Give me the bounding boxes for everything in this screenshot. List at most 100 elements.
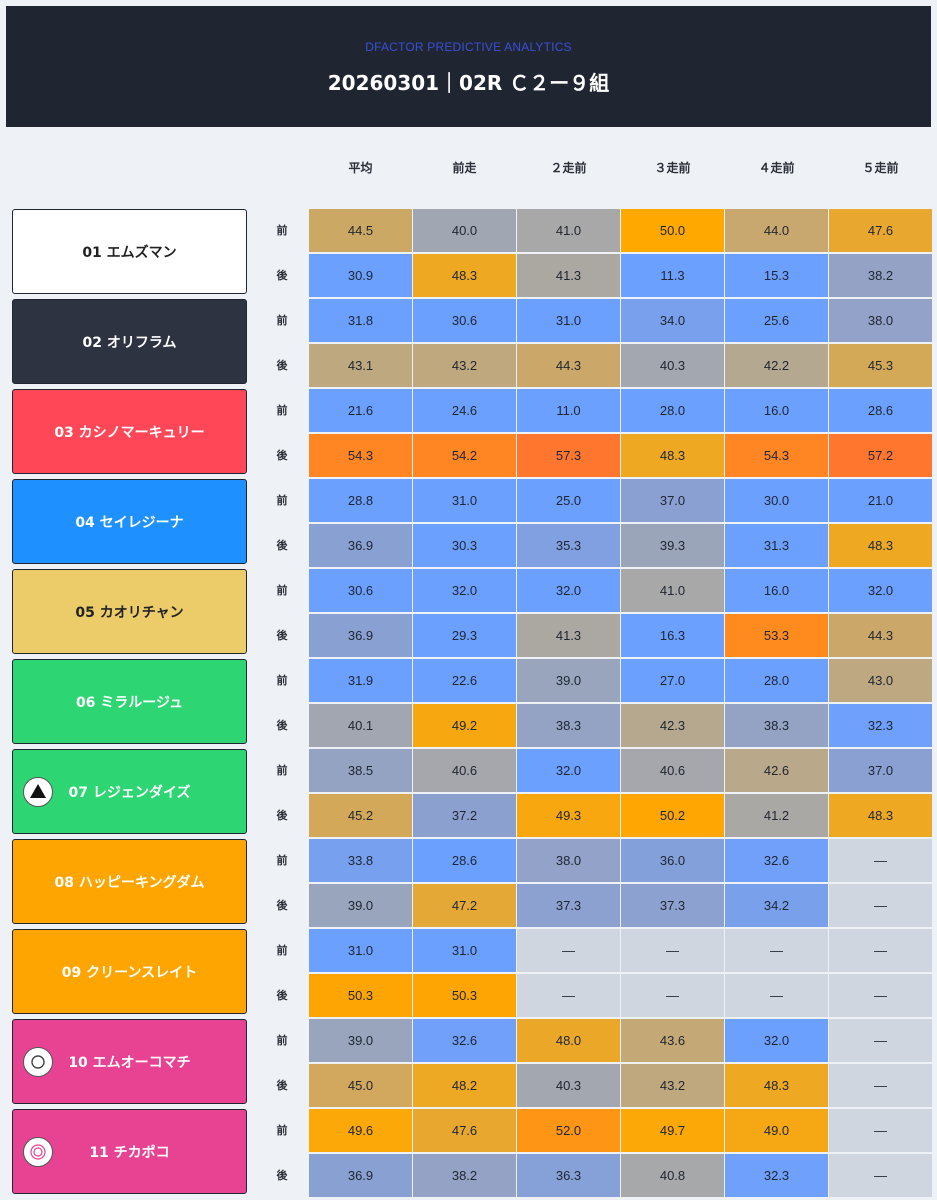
front-row-label: 前 [276,1034,288,1047]
score-cell: 40.3 [621,344,724,387]
score-cell: 15.3 [725,254,828,297]
score-cell: 30.3 [413,524,516,567]
horse-card: 05 カオリチャン [12,569,247,654]
column-header: ４走前 [758,161,795,175]
score-cell: 38.0 [517,839,620,882]
score-cell: 54.3 [725,434,828,477]
horse-name: 10 エムオーコマチ [68,1054,191,1071]
score-cell: — [829,1109,932,1152]
score-cell: 44.0 [725,209,828,252]
back-row-label: 後 [276,539,288,552]
score-cell: 40.6 [413,749,516,792]
score-cell: 48.2 [413,1064,516,1107]
score-cell: — [621,929,724,972]
score-cell: 39.3 [621,524,724,567]
score-cell: 48.3 [829,794,932,837]
score-cell: — [829,1019,932,1062]
score-cell: 39.0 [309,1019,412,1062]
back-row-label: 後 [276,719,288,732]
score-cell: 47.6 [413,1109,516,1152]
score-cell: 50.3 [413,974,516,1017]
front-row-label: 前 [276,584,288,597]
score-cell: 32.0 [725,1019,828,1062]
score-cell: 31.0 [309,929,412,972]
score-cell: 38.0 [829,299,932,342]
column-header: 前走 [452,161,477,175]
column-header: ２走前 [550,161,587,175]
front-row-label: 前 [276,404,288,417]
score-cell: — [517,929,620,972]
score-cell: 38.3 [725,704,828,747]
brand-label: DFACTOR PREDICTIVE ANALYTICS [365,40,572,54]
score-cell: 36.3 [517,1154,620,1197]
score-cell: 31.8 [309,299,412,342]
score-cell: 42.2 [725,344,828,387]
score-cell: 37.2 [413,794,516,837]
horse-card: 11 チカポコ [12,1109,247,1194]
back-row-label: 後 [276,269,288,282]
column-header: ３走前 [654,161,691,175]
score-cell: 50.3 [309,974,412,1017]
score-cell: 32.6 [725,839,828,882]
score-cell: 42.3 [621,704,724,747]
score-cell: 48.3 [725,1064,828,1107]
score-cell: — [829,1154,932,1197]
score-cell: 34.0 [621,299,724,342]
score-cell: 27.0 [621,659,724,702]
horse-name: 05 カオリチャン [75,604,184,621]
score-cell: 21.6 [309,389,412,432]
back-row-label: 後 [276,809,288,822]
score-cell: 32.3 [725,1154,828,1197]
score-cell: 28.0 [621,389,724,432]
score-cell: 43.6 [621,1019,724,1062]
score-cell: 21.0 [829,479,932,522]
front-row-label: 前 [276,314,288,327]
horse-card: 08 ハッピーキングダム [12,839,247,924]
score-cell: 48.3 [829,524,932,567]
score-cell: 57.3 [517,434,620,477]
back-row-label: 後 [276,629,288,642]
score-cell: 37.3 [517,884,620,927]
back-row-label: 後 [276,359,288,372]
score-cell: 43.1 [309,344,412,387]
score-cell: 45.2 [309,794,412,837]
score-cell: 40.1 [309,704,412,747]
score-cell: 38.2 [829,254,932,297]
score-cell: 32.3 [829,704,932,747]
horse-name: 02 オリフラム [82,334,177,351]
front-row-label: 前 [276,764,288,777]
score-cell: 42.6 [725,749,828,792]
score-cell: — [725,974,828,1017]
score-cell: — [829,974,932,1017]
score-cell: 31.0 [517,299,620,342]
score-cell: 39.0 [309,884,412,927]
score-cell: 44.5 [309,209,412,252]
score-cell: 40.6 [621,749,724,792]
score-cell: 37.0 [829,749,932,792]
horse-name: 03 カシノマーキュリー [54,424,205,441]
horse-name: 11 チカポコ [89,1144,170,1161]
page-header: DFACTOR PREDICTIVE ANALYTICS 20260301｜02… [6,6,931,127]
horse-name: 06 ミラルージュ [75,694,184,711]
score-cell: 49.0 [725,1109,828,1152]
score-cell: 48.3 [413,254,516,297]
score-cell: 41.0 [621,569,724,612]
front-row-label: 前 [276,674,288,687]
front-row-label: 前 [276,494,288,507]
score-cell: 50.2 [621,794,724,837]
score-cell: — [829,929,932,972]
score-cell: 49.2 [413,704,516,747]
horse-card: 09 クリーンスレイト [12,929,247,1014]
score-cell: 30.6 [309,569,412,612]
score-cell: 48.0 [517,1019,620,1062]
score-cell: 32.0 [517,749,620,792]
horse-card: 10 エムオーコマチ [12,1019,247,1104]
score-cell: 41.3 [517,614,620,657]
score-cell: 11.0 [517,389,620,432]
front-row-label: 前 [276,944,288,957]
score-cell: 54.3 [309,434,412,477]
score-cell: 30.6 [413,299,516,342]
score-cell: 37.3 [621,884,724,927]
score-cell: 43.0 [829,659,932,702]
double-circle-mark-icon [23,1137,53,1167]
